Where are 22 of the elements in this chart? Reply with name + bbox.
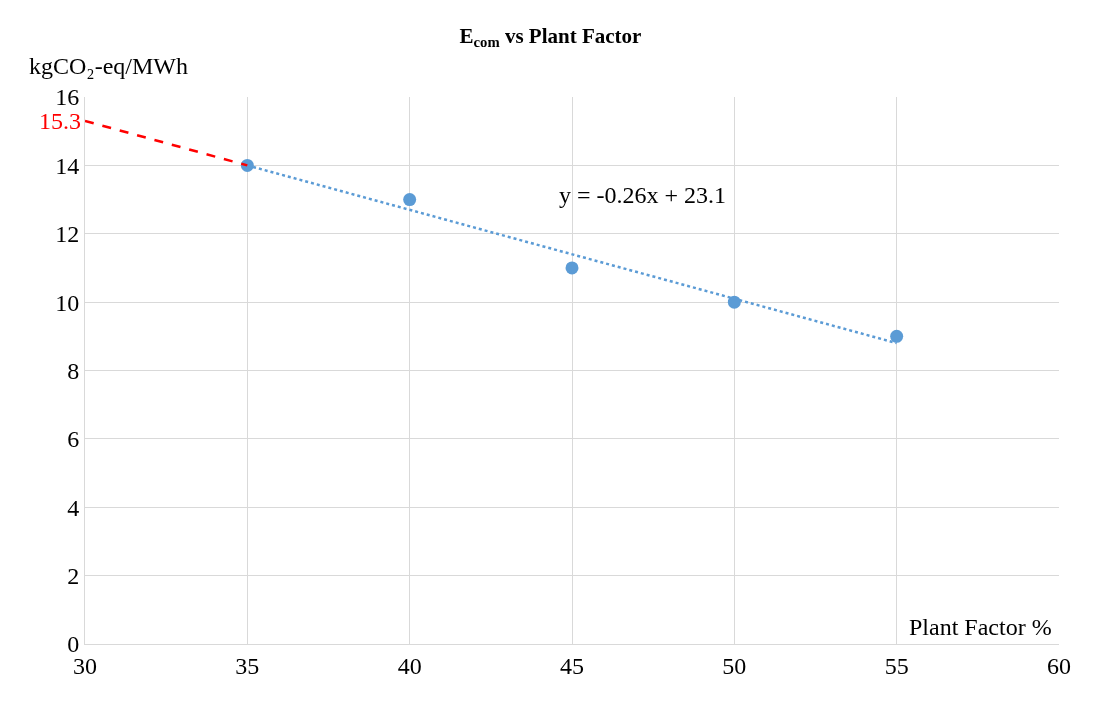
y-tick-label: 6 [67, 426, 80, 453]
y-tick-label: 12 [55, 221, 80, 248]
point [403, 193, 417, 207]
x-tick-label: 35 [235, 652, 260, 679]
x-tick-label: 60 [1047, 652, 1071, 679]
x-axis-title: Plant Factor % [909, 614, 1052, 640]
annotation: y = -0.26x + 23.1 [559, 182, 727, 208]
y-tick-label: 14 [55, 152, 80, 179]
x-tick-label: 50 [722, 652, 747, 679]
x-tick-label: 55 [884, 652, 909, 679]
x-tick-label: 40 [397, 652, 422, 679]
y-tick-label: 4 [67, 494, 80, 521]
y-tick-label: 16 [55, 84, 80, 111]
point [890, 329, 904, 343]
x-tick-label: 45 [560, 652, 584, 679]
annotation: 15.3 [39, 108, 81, 134]
chart-title: E$_{com}$ vs Plant Factor [459, 23, 642, 51]
point [565, 261, 579, 275]
y-tick-label: 10 [55, 289, 80, 316]
y-tick-label: 8 [67, 357, 80, 384]
y-axis-title: kgCO₂-eq/MWh [29, 53, 189, 79]
y-tick-label: 2 [67, 563, 80, 590]
